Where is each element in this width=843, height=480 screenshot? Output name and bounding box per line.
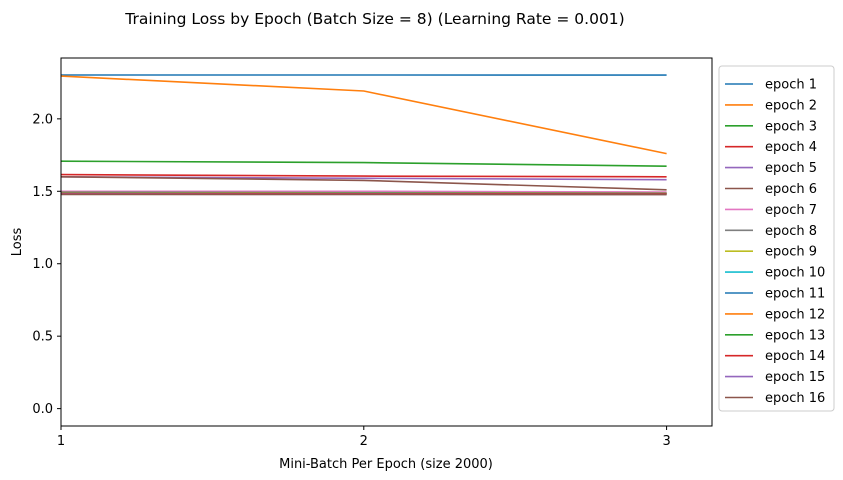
x-tick-label: 2 xyxy=(360,434,368,449)
series-line-7 xyxy=(61,190,667,193)
chart-title: Training Loss by Epoch (Batch Size = 8) … xyxy=(124,10,624,28)
legend-frame xyxy=(718,65,835,412)
legend-label: epoch 14 xyxy=(765,349,825,364)
legend-label: epoch 12 xyxy=(765,307,825,322)
legend-label: epoch 8 xyxy=(765,224,817,239)
y-tick-label: 1.0 xyxy=(32,257,53,272)
legend-label: epoch 2 xyxy=(765,98,817,113)
x-tick-label: 1 xyxy=(57,434,65,449)
legend-label: epoch 5 xyxy=(765,161,817,176)
plot-lines xyxy=(60,74,667,196)
legend-label: epoch 13 xyxy=(765,328,825,343)
y-axis-label: Loss xyxy=(10,228,25,257)
legend-label: epoch 15 xyxy=(765,370,825,385)
y-tick-label: 2.0 xyxy=(32,112,53,127)
x-tick-label: 3 xyxy=(662,434,670,449)
y-tick-label: 0.0 xyxy=(32,402,53,417)
series-line-3 xyxy=(60,160,667,167)
plot-frame xyxy=(60,57,713,427)
legend-label: epoch 9 xyxy=(765,245,817,260)
series-line-6 xyxy=(60,176,667,191)
legend-label: epoch 3 xyxy=(765,119,817,134)
legend: epoch 1 epoch 2 epoch 3 epoch 4 epoch 5 epoch… xyxy=(718,65,835,412)
y-tick-label: 0.5 xyxy=(32,330,53,345)
series-line-2 xyxy=(60,75,667,155)
legend-label: epoch 1 xyxy=(765,78,817,93)
legend-label: epoch 16 xyxy=(765,391,825,406)
x-axis: 1 2 3 xyxy=(57,426,671,449)
x-axis-label: Mini-Batch Per Epoch (size 2000) xyxy=(279,457,493,472)
series-line-4 xyxy=(60,173,667,178)
y-axis: 0.0 0.5 1.0 1.5 2.0 xyxy=(32,112,61,417)
legend-label: epoch 7 xyxy=(765,203,817,218)
legend-label: epoch 4 xyxy=(765,140,817,155)
legend-label: epoch 6 xyxy=(765,182,817,197)
legend-label: epoch 11 xyxy=(765,287,825,302)
y-tick-label: 1.5 xyxy=(32,185,53,200)
legend-label: epoch 10 xyxy=(765,266,825,281)
